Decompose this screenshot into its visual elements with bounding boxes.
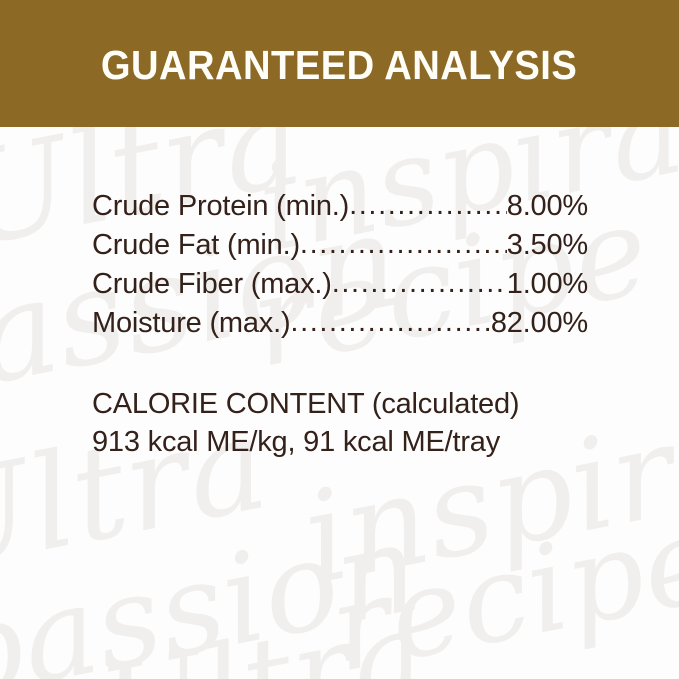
analysis-label: Moisture (max.) xyxy=(92,307,291,339)
analysis-row: Crude Fiber (max.) 1.00% xyxy=(92,268,588,307)
dot-leader xyxy=(290,306,490,339)
page-title: GUARANTEED ANALYSIS xyxy=(101,42,578,88)
analysis-value: 82.00% xyxy=(490,307,588,339)
analysis-value: 8.00% xyxy=(506,190,588,222)
watermark-word: Ultra xyxy=(89,582,437,679)
analysis-row: Moisture (max.) 82.00% xyxy=(92,307,588,346)
watermark-word: passion xyxy=(0,495,432,679)
guaranteed-analysis-list: Crude Protein (min.) 8.00% Crude Fat (mi… xyxy=(92,190,588,346)
calorie-content-block: CALORIE CONTENT (calculated) 913 kcal ME… xyxy=(92,385,520,461)
analysis-label: Crude Fiber (max.) xyxy=(92,268,332,300)
watermark-word: inspiration xyxy=(292,334,679,613)
watermark-word: recipe xyxy=(320,489,679,679)
dot-leader xyxy=(300,228,507,261)
dot-leader xyxy=(332,267,507,300)
dot-leader xyxy=(349,189,507,222)
analysis-label: Crude Fat (min.) xyxy=(92,229,300,261)
analysis-row: Crude Fat (min.) 3.50% xyxy=(92,229,588,268)
analysis-value: 1.00% xyxy=(506,268,588,300)
calorie-content-value: 913 kcal ME/kg, 91 kcal ME/tray xyxy=(92,426,501,458)
analysis-row: Crude Protein (min.) 8.00% xyxy=(92,190,588,229)
header-band: GUARANTEED ANALYSIS xyxy=(0,0,679,127)
calorie-content-heading: CALORIE CONTENT (calculated) xyxy=(92,388,520,420)
analysis-label: Crude Protein (min.) xyxy=(92,190,350,222)
analysis-value: 3.50% xyxy=(506,229,588,261)
